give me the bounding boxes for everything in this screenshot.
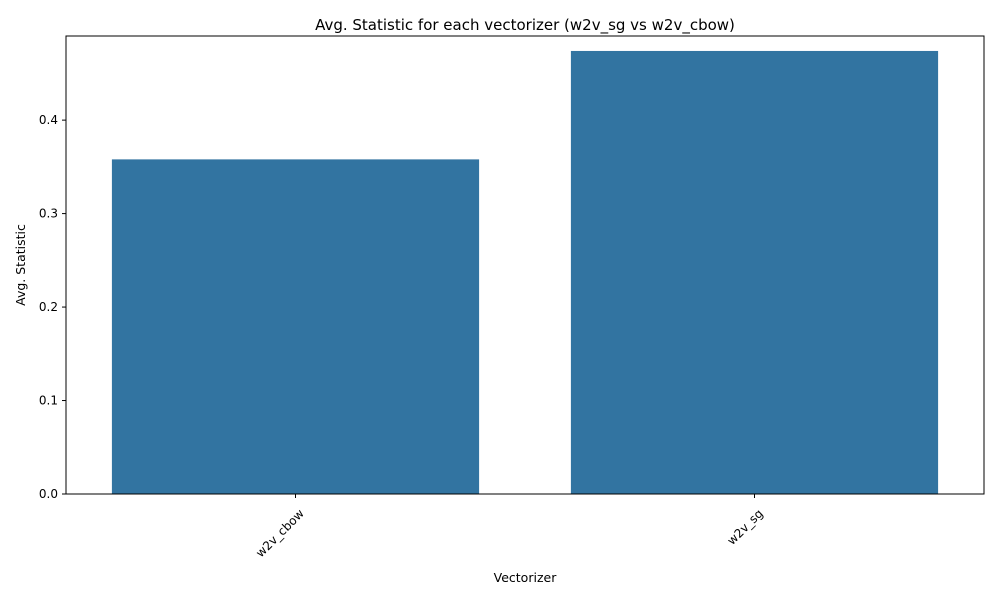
plot-frame — [65, 35, 985, 495]
y-tick-label: 0.4 — [39, 113, 58, 127]
bar-w2v_sg — [570, 50, 939, 494]
chart-title: Avg. Statistic for each vectorizer (w2v_… — [315, 16, 735, 35]
y-axis-label: Avg. Statistic — [13, 224, 28, 306]
x-axis-label: Vectorizer — [494, 570, 558, 585]
y-axis: 0.0 0.1 0.2 0.3 0.4 — [39, 113, 66, 501]
x-axis: w2v_cbow w2v_sg — [253, 494, 766, 560]
x-tick-label: w2v_cbow — [253, 506, 307, 560]
y-tick-label: 0.1 — [39, 394, 58, 408]
bar-w2v_cbow — [111, 159, 480, 495]
x-tick-label: w2v_sg — [725, 506, 766, 547]
y-tick-label: 0.3 — [39, 207, 58, 221]
y-tick-label: 0.0 — [39, 487, 58, 501]
bars-layer — [111, 50, 939, 495]
y-tick-label: 0.2 — [39, 300, 58, 314]
